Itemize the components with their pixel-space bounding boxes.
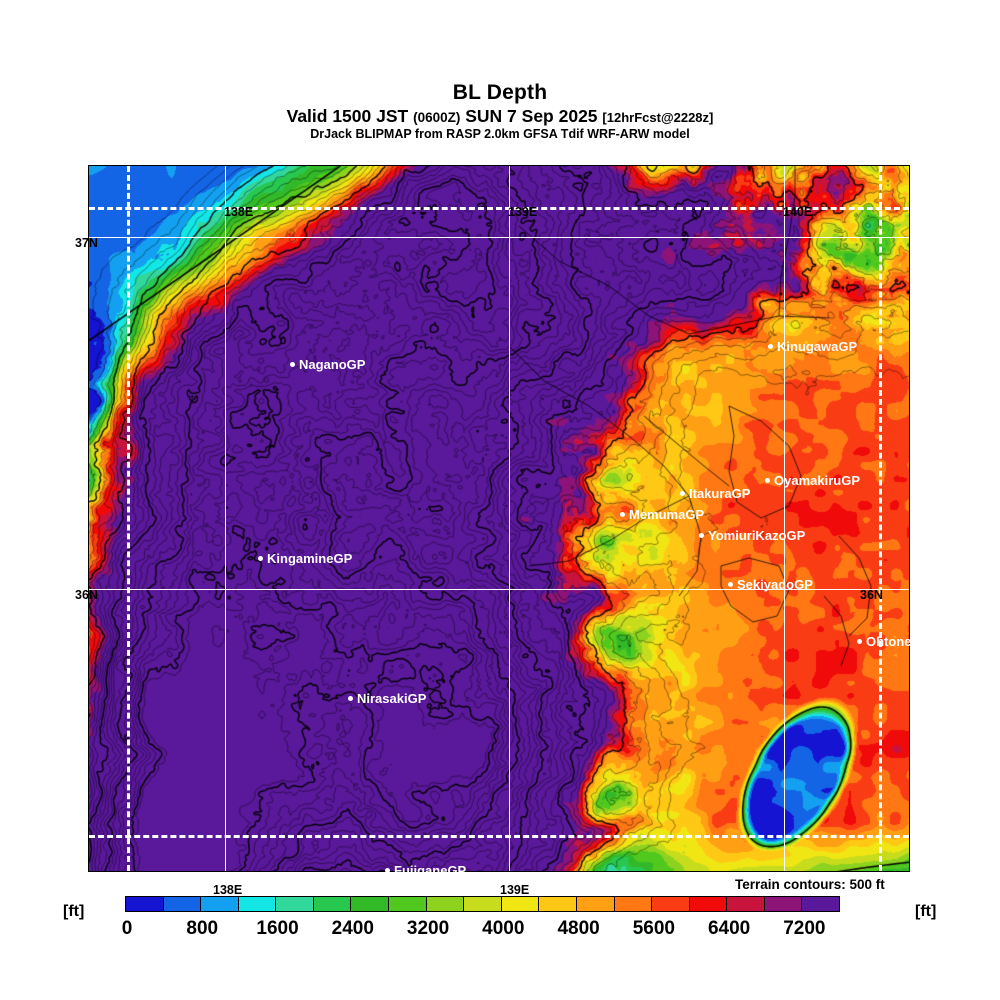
color-scale-tick-7200: 7200	[783, 918, 826, 939]
color-scale-bar[interactable]	[125, 896, 840, 912]
color-scale-tick-3200: 3200	[406, 918, 450, 939]
color-swatch-17	[764, 897, 803, 911]
color-swatch-12	[576, 897, 615, 911]
color-scale-tick-2400: 2400	[331, 918, 374, 939]
model-line: DrJack BLIPMAP from RASP 2.0km GFSA Tdif…	[310, 127, 690, 142]
color-swatch-8	[426, 897, 465, 911]
color-scale-tick-800: 800	[186, 918, 219, 939]
color-swatch-1	[163, 897, 202, 911]
lon-label-3: 138E	[213, 883, 243, 897]
color-swatch-15	[689, 897, 728, 911]
color-scale-ticks: 0 800 1600 2400 3200 4000 4800 5600 6400 7200	[0, 918, 1000, 944]
color-swatch-2	[201, 897, 239, 911]
valid-date: SUN 7 Sep 2025	[465, 106, 598, 127]
color-scale-tick-1600: 1600	[256, 918, 299, 939]
lon-label-4: 139E	[500, 883, 530, 897]
domain-box-edge-h1	[89, 835, 909, 838]
color-swatch-7	[389, 897, 427, 911]
terrain-contour-note: Terrain contours: 500 ft	[735, 877, 885, 892]
color-swatch-10	[501, 897, 540, 911]
color-swatch-11	[539, 897, 577, 911]
forecast-map[interactable]	[88, 165, 910, 872]
page-title: BL Depth	[452, 81, 548, 104]
color-swatch-18	[802, 897, 839, 911]
domain-box-edge-v1	[879, 166, 882, 871]
color-swatch-14	[652, 897, 690, 911]
color-scale-tick-0: 0	[121, 918, 133, 939]
valid-time-utc: (0600Z)	[413, 110, 461, 126]
unit-label-left: [ft]	[63, 903, 85, 920]
color-scale-tick-6400: 6400	[707, 918, 751, 939]
color-swatch-9	[464, 897, 502, 911]
color-swatch-13	[614, 897, 653, 911]
color-scale-tick-4000: 4000	[482, 918, 525, 939]
color-swatch-5	[313, 897, 352, 911]
color-swatch-6	[351, 897, 390, 911]
valid-time-jst: Valid 1500 JST	[286, 106, 409, 127]
title-block: BL Depth Valid 1500 JST (0600Z) SUN 7 Se…	[0, 0, 1000, 142]
bl-depth-raster	[89, 166, 909, 871]
color-scale-tick-4800: 4800	[557, 918, 600, 939]
color-scale-tick-5600: 5600	[632, 918, 675, 939]
color-swatch-4	[276, 897, 314, 911]
domain-box-edge-v0	[127, 166, 130, 871]
domain-box-edge-h0	[89, 207, 909, 210]
valid-time-line: Valid 1500 JST (0600Z) SUN 7 Sep 2025 [1…	[0, 107, 1000, 125]
color-swatch-0	[126, 897, 164, 911]
color-swatch-16	[727, 897, 765, 911]
color-swatch-3	[238, 897, 277, 911]
forecast-tag: [12hrFcst@2228z]	[602, 110, 714, 126]
unit-label-right: [ft]	[915, 903, 937, 920]
